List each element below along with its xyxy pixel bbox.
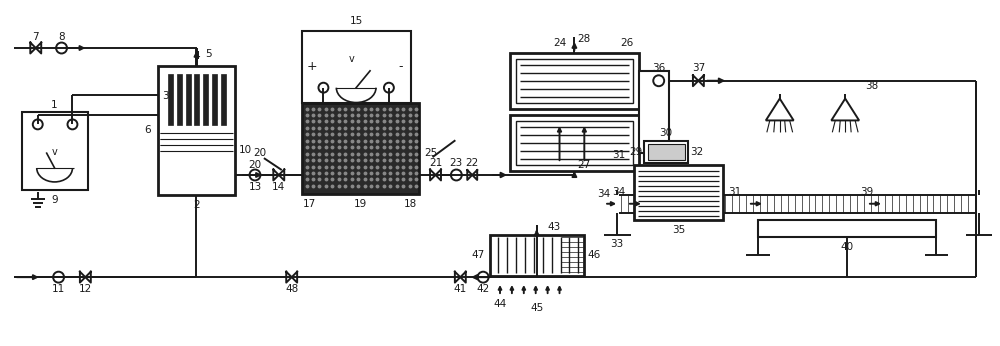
Text: 19: 19 (354, 199, 367, 209)
Text: 10: 10 (239, 145, 252, 155)
Text: 12: 12 (79, 284, 92, 294)
Bar (158, 66, 235, 195)
Bar (22, 112, 88, 190)
Text: 15: 15 (350, 16, 363, 26)
Text: 28: 28 (578, 34, 591, 44)
Text: 6: 6 (145, 125, 151, 135)
Bar (758, 220, 936, 237)
Text: 20: 20 (248, 160, 262, 170)
Text: 24: 24 (553, 38, 566, 48)
Text: 29: 29 (629, 147, 643, 157)
Bar (560, 235, 584, 276)
Text: 33: 33 (610, 239, 624, 249)
Text: v: v (52, 147, 57, 157)
Text: 41: 41 (454, 284, 467, 294)
Text: 27: 27 (578, 160, 591, 170)
Bar (203, 74, 208, 125)
Text: 32: 32 (690, 147, 703, 157)
Text: 9: 9 (51, 195, 58, 205)
Bar (302, 102, 419, 194)
Bar (510, 116, 639, 171)
Text: 30: 30 (659, 128, 672, 138)
Text: 43: 43 (548, 221, 561, 231)
Text: 42: 42 (477, 284, 490, 294)
Text: 23: 23 (450, 158, 463, 168)
Text: 17: 17 (303, 199, 316, 209)
Text: 31: 31 (612, 150, 626, 160)
Bar (516, 121, 633, 165)
Text: 14: 14 (272, 182, 285, 192)
Text: 20: 20 (253, 148, 267, 158)
Text: 22: 22 (466, 158, 479, 168)
Text: 39: 39 (860, 187, 874, 197)
Bar (490, 235, 584, 276)
Bar (221, 74, 226, 125)
Text: 36: 36 (652, 63, 665, 73)
Text: 18: 18 (404, 199, 417, 209)
Bar (177, 74, 182, 125)
Bar (302, 31, 411, 102)
Text: 37: 37 (692, 63, 705, 73)
Text: 11: 11 (52, 284, 65, 294)
Text: 34: 34 (612, 187, 626, 197)
Text: 35: 35 (672, 225, 685, 235)
Text: 2: 2 (193, 200, 200, 210)
Bar (212, 74, 217, 125)
Text: 38: 38 (865, 81, 879, 91)
Text: 13: 13 (248, 182, 262, 192)
Text: 21: 21 (429, 158, 442, 168)
Text: +: + (306, 60, 317, 73)
Bar (194, 74, 199, 125)
Text: 5: 5 (205, 49, 212, 59)
Text: -: - (399, 60, 403, 73)
Bar (186, 74, 191, 125)
Text: v: v (348, 54, 354, 64)
Bar (510, 53, 639, 109)
Text: 8: 8 (58, 32, 65, 42)
Text: 31: 31 (728, 187, 742, 197)
Text: 34: 34 (598, 189, 611, 199)
Text: 45: 45 (530, 303, 543, 313)
Bar (648, 144, 685, 160)
Bar (639, 71, 669, 153)
Bar (516, 59, 633, 102)
Text: 1: 1 (51, 100, 58, 110)
Text: 26: 26 (620, 38, 634, 48)
Text: 25: 25 (424, 148, 437, 158)
Text: 7: 7 (32, 32, 39, 42)
Bar (644, 141, 688, 163)
Text: 47: 47 (472, 251, 485, 260)
Bar (634, 165, 723, 220)
Text: 3: 3 (162, 91, 169, 101)
Text: 46: 46 (588, 251, 601, 260)
Text: 44: 44 (493, 299, 507, 309)
Text: 4: 4 (193, 51, 200, 61)
Text: 48: 48 (285, 284, 298, 294)
Bar (168, 74, 173, 125)
Text: 40: 40 (841, 243, 854, 252)
